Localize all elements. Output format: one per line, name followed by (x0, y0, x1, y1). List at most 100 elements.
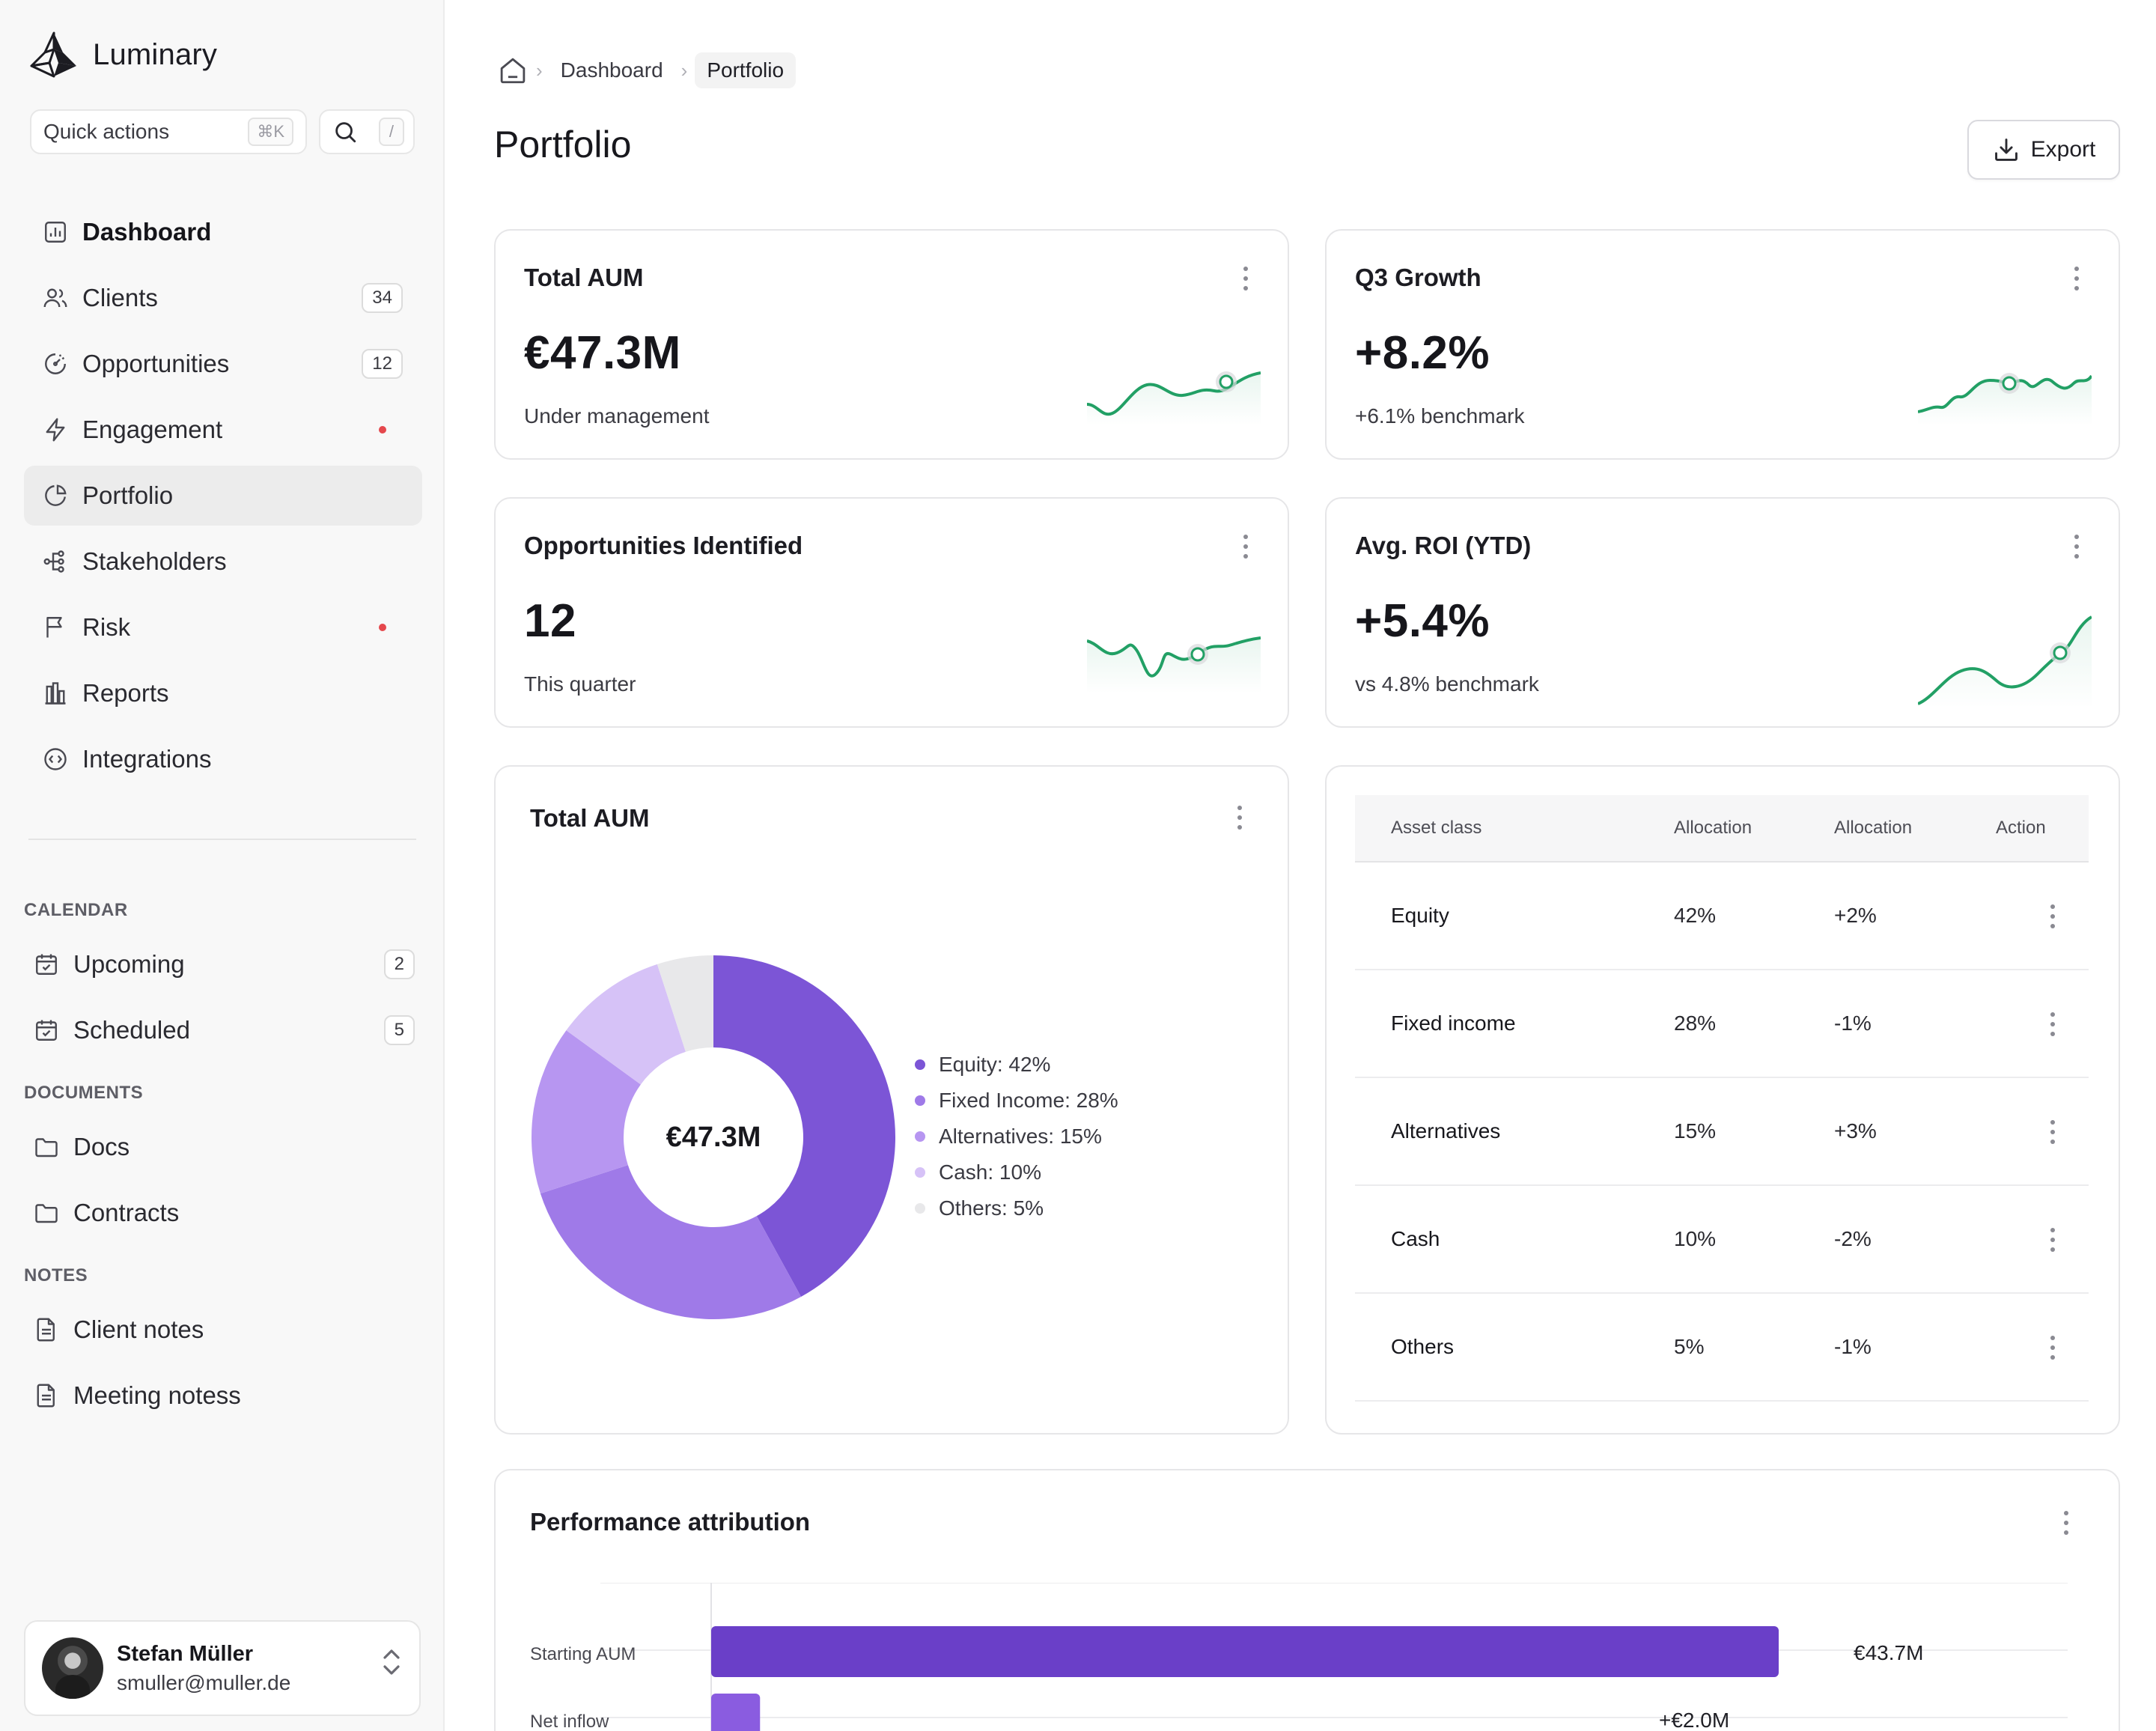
cell-change: -1% (1834, 1011, 1872, 1035)
section-title-calendar: CALENDAR (24, 900, 128, 920)
chevron-right-icon: › (680, 58, 688, 82)
stat-card-avg-roi: Avg. ROI (YTD) +5.4% vs 4.8% benchmark (1325, 497, 2120, 728)
quick-actions-shortcut: ⌘K (248, 118, 293, 146)
stat-title: Avg. ROI (YTD) (1355, 532, 1532, 559)
table-row[interactable]: Fixed income 28% -1% (1355, 970, 2089, 1078)
donut-slice-alternatives[interactable] (532, 1030, 641, 1194)
legend-item: Alternatives: 15% (915, 1119, 1118, 1154)
stat-subtitle: Under management (524, 404, 710, 428)
dashboard-icon (40, 217, 70, 247)
bar-value-label: €43.7M (1854, 1641, 1924, 1664)
nav-item-reports[interactable]: Reports (24, 663, 422, 723)
more-options-icon[interactable] (1237, 532, 1255, 562)
bar-chart-icon (40, 678, 70, 708)
sidebar-item-upcoming[interactable]: Upcoming 2 (24, 934, 422, 994)
user-email: smuller@muller.de (117, 1670, 291, 1694)
nav-item-clients[interactable]: Clients 34 (24, 268, 422, 328)
table-row[interactable]: Cash 10% -2% (1355, 1186, 2089, 1294)
more-options-icon[interactable] (2057, 1508, 2075, 1538)
folder-icon (31, 1198, 61, 1228)
column-header-allocation-change[interactable]: Allocation (1834, 818, 1913, 838)
nav-label: Stakeholders (82, 547, 227, 575)
row-action-icon[interactable] (2044, 1225, 2062, 1255)
nav-item-integrations[interactable]: Integrations (24, 729, 422, 789)
chart-title: Performance attribution (530, 1508, 811, 1536)
engagement-alert-dot (379, 426, 386, 433)
legend-swatch (915, 1203, 925, 1214)
risk-alert-dot (379, 624, 386, 631)
stat-value: +5.4% (1355, 595, 1490, 647)
donut-slice-cash[interactable] (566, 964, 686, 1085)
allocation-table-card: Asset class Allocation Allocation Action… (1325, 765, 2120, 1435)
column-header-allocation[interactable]: Allocation (1674, 818, 1752, 838)
table-row[interactable]: Equity 42% +2% (1355, 863, 2089, 970)
breadcrumb-dashboard[interactable]: Dashboard (560, 58, 663, 82)
nav-item-engagement[interactable]: Engagement (24, 400, 422, 460)
user-menu[interactable]: Stefan Müller smuller@muller.de (24, 1620, 421, 1716)
stat-subtitle: This quarter (524, 672, 636, 696)
user-name: Stefan Müller (117, 1641, 254, 1666)
nav-item-risk[interactable]: Risk (24, 597, 422, 657)
donut-slice-others[interactable] (657, 955, 713, 1052)
cell-change: +2% (1834, 904, 1877, 927)
cell-asset-class: Equity (1391, 904, 1449, 927)
sidebar-item-docs[interactable]: Docs (24, 1117, 422, 1177)
search-shortcut: / (378, 118, 404, 146)
nav-label: Scheduled (73, 1016, 190, 1044)
sidebar-item-contracts[interactable]: Contracts (24, 1183, 422, 1243)
home-icon[interactable] (497, 55, 529, 86)
row-action-icon[interactable] (2044, 901, 2062, 931)
brand[interactable]: Luminary (28, 30, 217, 79)
users-icon (40, 283, 70, 313)
donut-chart: €47.3M (530, 954, 897, 1321)
column-header-action: Action (1996, 818, 2046, 838)
calendar-check-icon (31, 1015, 61, 1045)
legend-item: Fixed Income: 28% (915, 1083, 1118, 1119)
more-options-icon[interactable] (2068, 532, 2086, 562)
more-options-icon[interactable] (1231, 803, 1249, 833)
donut-slice-fixed-income[interactable] (540, 1165, 802, 1319)
nav-item-portfolio[interactable]: Portfolio (24, 466, 422, 526)
cell-change: -2% (1834, 1227, 1872, 1250)
donut-slice-equity[interactable] (713, 955, 895, 1297)
nav-label: Engagement (82, 416, 223, 443)
legend-label: Fixed Income: 28% (939, 1089, 1118, 1112)
sidebar-item-scheduled[interactable]: Scheduled 5 (24, 1000, 422, 1060)
nav-item-dashboard[interactable]: Dashboard (24, 202, 422, 262)
clients-count-badge: 34 (362, 283, 403, 313)
more-options-icon[interactable] (2068, 264, 2086, 293)
table-row[interactable]: Alternatives 15% +3% (1355, 1078, 2089, 1186)
cell-allocation: 42% (1674, 904, 1717, 927)
sidebar-item-client-notes[interactable]: Client notes (24, 1300, 422, 1360)
nav-label: Docs (73, 1133, 130, 1160)
quick-actions-button[interactable]: Quick actions ⌘K (30, 109, 307, 154)
nav-label: Portfolio (82, 481, 174, 509)
upcoming-count-badge: 2 (383, 949, 415, 979)
row-action-icon[interactable] (2044, 1117, 2062, 1147)
row-action-icon[interactable] (2044, 1333, 2062, 1363)
nav-item-opportunities[interactable]: Opportunities 12 (24, 334, 422, 394)
stat-card-opportunities: Opportunities Identified 12 This quarter (494, 497, 1289, 728)
sparkline (1918, 615, 2092, 708)
cell-change: -1% (1834, 1335, 1872, 1358)
stat-value: +8.2% (1355, 327, 1490, 379)
legend-swatch (915, 1059, 925, 1070)
sidebar-item-meeting-notes[interactable]: Meeting notess (24, 1366, 422, 1426)
search-button[interactable]: / (319, 109, 415, 154)
nav-item-stakeholders[interactable]: Stakeholders (24, 532, 422, 591)
stat-value: €47.3M (524, 327, 681, 379)
luminary-logo-icon (30, 31, 76, 78)
pie-icon (40, 481, 70, 511)
bar-starting-aum[interactable] (711, 1626, 1779, 1677)
donut-chart-svg (532, 955, 895, 1319)
chart-legend: Equity: 42% Fixed Income: 28% Alternativ… (915, 1047, 1118, 1226)
legend-item: Equity: 42% (915, 1047, 1118, 1083)
bar-net-inflow[interactable] (711, 1694, 761, 1731)
cell-allocation: 28% (1674, 1011, 1717, 1035)
column-header-asset-class[interactable]: Asset class (1391, 818, 1482, 838)
export-button[interactable]: Export (1967, 120, 2120, 180)
row-action-icon[interactable] (2044, 1009, 2062, 1039)
more-options-icon[interactable] (1237, 264, 1255, 293)
table-row[interactable]: Others 5% -1% (1355, 1294, 2089, 1402)
nav-label: Client notes (73, 1315, 204, 1343)
